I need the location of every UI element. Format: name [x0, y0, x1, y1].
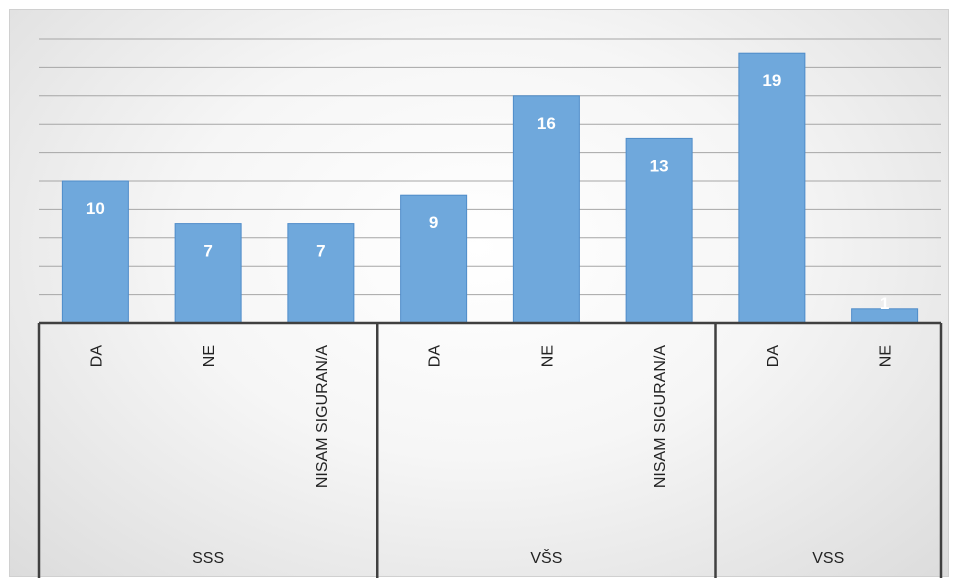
bar: [61, 180, 129, 324]
category-tick-label: DA: [427, 345, 444, 368]
data-label: 9: [429, 213, 438, 232]
gridlines: [39, 38, 941, 296]
bar-chart: 10 7 7 9 16 13 19 1 DA NE NISAM SIGURAN/A DA NE NISA…: [37, 38, 943, 578]
bars: 10 7 7 9 16 13 19 1: [61, 52, 919, 324]
data-label: 13: [650, 156, 669, 175]
bar: [625, 137, 693, 324]
bar: [287, 223, 355, 324]
category-tick-label: NE: [878, 345, 895, 367]
data-label: 7: [203, 242, 212, 261]
group-label: VSS: [812, 550, 844, 567]
bar: [174, 223, 242, 324]
category-tick-label: DA: [765, 345, 782, 368]
chart-area: 10 7 7 9 16 13 19 1 DA NE NISAM SIGURAN/A DA NE NISA…: [9, 9, 949, 578]
category-tick-label: NISAM SIGURAN/A: [652, 345, 669, 488]
category-tick-label: NISAM SIGURAN/A: [314, 345, 331, 488]
data-label: 10: [86, 199, 105, 218]
bar: [738, 52, 806, 324]
bar: [400, 194, 468, 324]
data-label: 19: [762, 71, 781, 90]
data-label: 1: [880, 294, 889, 313]
category-axis: DA NE NISAM SIGURAN/A DA NE NISAM SIGURAN/A DA…: [37, 321, 943, 578]
category-tick-label: NE: [539, 345, 556, 367]
category-tick-label: NE: [201, 345, 218, 367]
group-label: SSS: [192, 550, 224, 567]
category-tick-label: DA: [88, 345, 105, 368]
group-label: VŠS: [530, 548, 562, 567]
data-label: 7: [316, 242, 325, 261]
data-label: 16: [537, 114, 556, 133]
